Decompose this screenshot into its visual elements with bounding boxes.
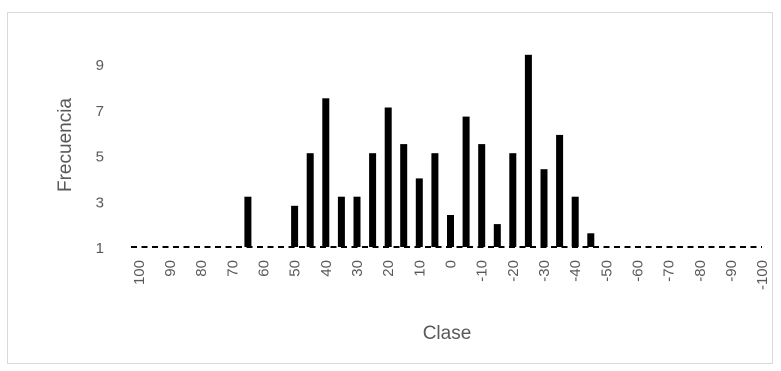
x-tick-40: 40 <box>318 260 335 277</box>
bar--5 <box>462 116 470 247</box>
bar-0 <box>447 215 454 247</box>
x-tick-60: 60 <box>256 260 273 277</box>
bar-10 <box>415 178 423 247</box>
x-tick-30: 30 <box>349 260 366 277</box>
y-tick-9: 9 <box>96 57 104 74</box>
y-axis-title: Frecuencia <box>55 98 76 192</box>
bar-5 <box>431 153 439 247</box>
bar--20 <box>509 153 517 247</box>
x-tick--20: -20 <box>505 260 522 282</box>
x-tick--30: -30 <box>536 260 553 282</box>
bar-35 <box>337 196 345 247</box>
y-tick-5: 5 <box>96 149 104 166</box>
bar-40 <box>322 98 330 247</box>
bar-30 <box>353 196 361 247</box>
x-tick--10: -10 <box>474 260 491 282</box>
x-tick--80: -80 <box>692 260 709 282</box>
x-tick-0: 0 <box>443 260 460 268</box>
x-tick-10: 10 <box>411 260 428 277</box>
bar--40 <box>571 196 579 247</box>
y-tick-1: 1 <box>96 240 104 257</box>
x-tick-80: 80 <box>193 260 210 277</box>
bar--10 <box>478 144 486 247</box>
x-tick-90: 90 <box>162 260 179 277</box>
y-tick-3: 3 <box>96 194 104 211</box>
bars-group <box>244 54 595 247</box>
x-tick--70: -70 <box>661 260 678 282</box>
bar-50 <box>291 205 299 247</box>
x-tick-100: 100 <box>131 260 148 285</box>
bar-25 <box>369 153 377 247</box>
bar--15 <box>493 224 501 247</box>
x-tick--40: -40 <box>567 260 584 282</box>
x-axis-title: Clase <box>423 323 472 344</box>
x-tick--90: -90 <box>723 260 740 282</box>
bar-15 <box>400 144 408 247</box>
x-tick-70: 70 <box>224 260 241 277</box>
x-tick--100: -100 <box>754 260 771 290</box>
bar--35 <box>556 134 564 247</box>
y-tick-7: 7 <box>96 103 104 120</box>
x-tick--50: -50 <box>598 260 615 282</box>
bar--30 <box>540 169 548 247</box>
x-tick-50: 50 <box>287 260 304 277</box>
x-tick-20: 20 <box>380 260 397 277</box>
bar-65 <box>244 196 252 247</box>
bar-20 <box>384 107 392 247</box>
bar-45 <box>306 153 314 247</box>
bar--25 <box>524 54 532 247</box>
bar--45 <box>587 233 595 247</box>
x-tick--60: -60 <box>630 260 647 282</box>
y-tick-labels: 1 3 5 7 9 <box>96 57 104 257</box>
x-tick-labels: 100 90 80 70 60 50 40 30 20 10 0 -10 -20 -30 -40 -50 -60… <box>131 260 771 290</box>
